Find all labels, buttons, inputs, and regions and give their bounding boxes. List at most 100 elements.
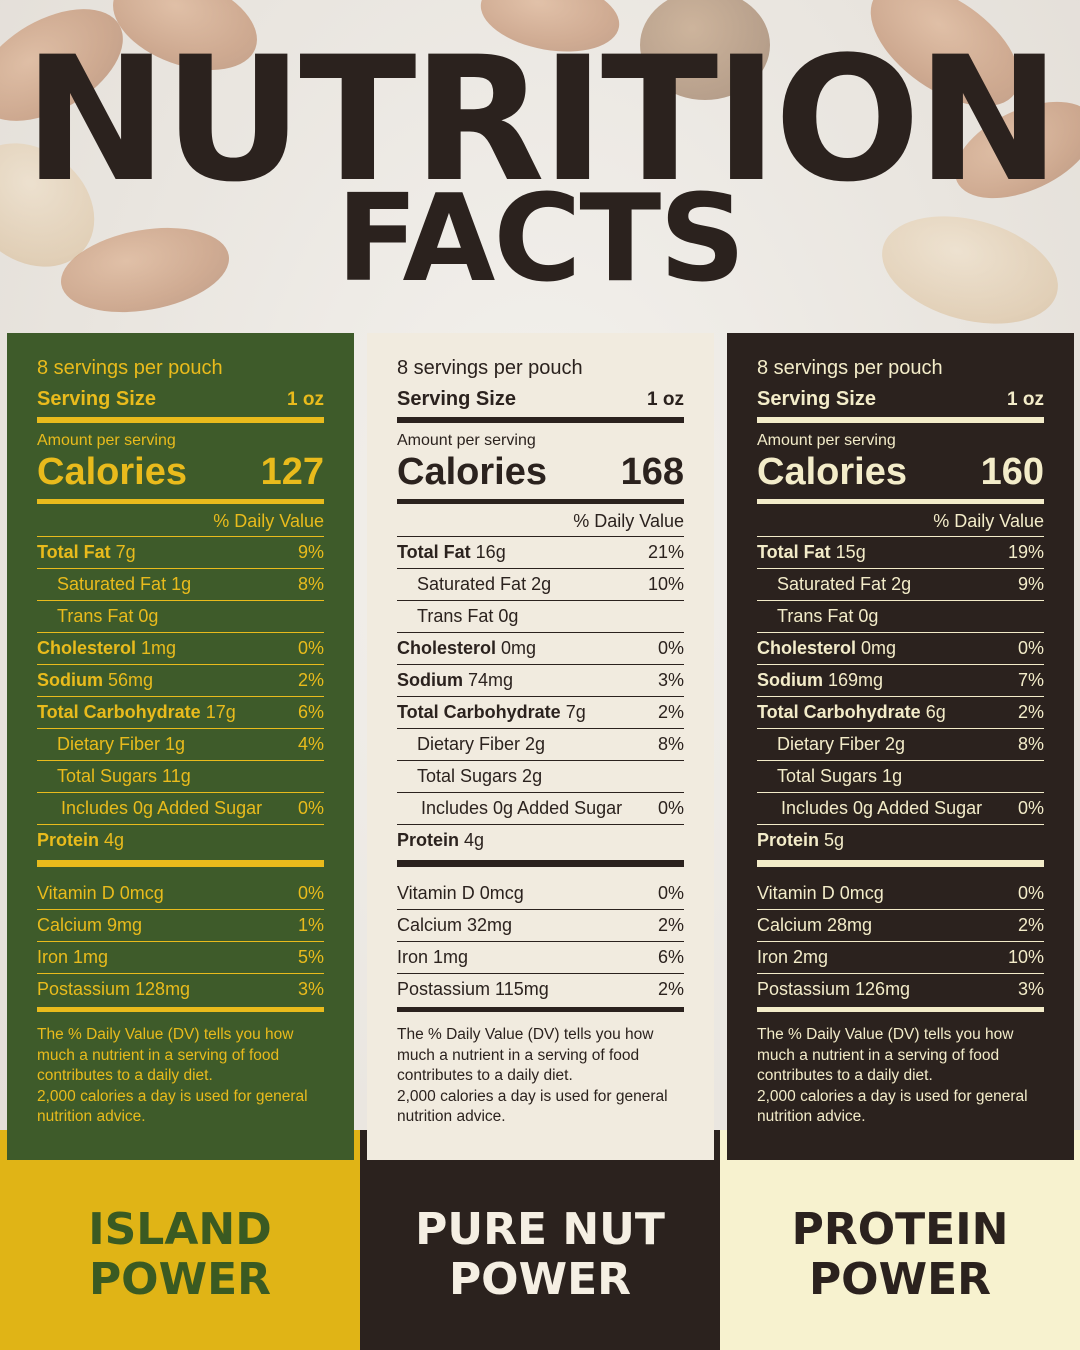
vitamin-row: Iron 1mg 6% bbox=[397, 941, 684, 973]
nutrient-amount: Dietary Fiber 1g bbox=[57, 734, 186, 754]
nutrient-daily-value: 0% bbox=[1017, 798, 1044, 818]
nutrient-name-bold: Total Fat bbox=[37, 542, 111, 562]
vitamin-row: Calcium 28mg 2% bbox=[757, 909, 1044, 941]
vitamin-name: Postassium 115mg bbox=[397, 979, 549, 999]
calories-row: Calories 127 bbox=[37, 451, 324, 493]
vitamin-name: Postassium 126mg bbox=[757, 979, 911, 999]
nutrient-name-bold: Cholesterol bbox=[37, 638, 137, 658]
medium-divider bbox=[757, 499, 1044, 504]
nutrient-amount: Includes 0g Added Sugar bbox=[421, 798, 623, 818]
vitamin-row: Iron 1mg 5% bbox=[37, 941, 324, 973]
product-name-protein: PROTEIN POWER bbox=[720, 1205, 1080, 1305]
nutrient-row: Total Carbohydrate 6g 2% bbox=[757, 696, 1044, 728]
vitamin-daily-value: 3% bbox=[1017, 979, 1044, 999]
product-name-line: POWER bbox=[808, 1254, 992, 1305]
thick-divider bbox=[757, 417, 1044, 423]
footnote-calories: 2,000 calories a day is used for general… bbox=[37, 1087, 308, 1126]
nutrient-amount: 4g bbox=[99, 830, 125, 850]
vitamin-row: Postassium 115mg 2% bbox=[397, 973, 684, 1005]
nutrient-row: Total Fat 16g 21% bbox=[397, 536, 684, 568]
label-body: 8 servings per pouch Serving Size 1 oz Amou… bbox=[37, 355, 324, 1128]
footnote-calories: 2,000 calories a day is used for general… bbox=[397, 1087, 668, 1126]
nutrient-name: Sodium 56mg bbox=[37, 670, 153, 691]
vitamin-daily-value: 1% bbox=[297, 915, 324, 935]
nutrient-name: Dietary Fiber 2g bbox=[757, 734, 905, 755]
band-pure-nut bbox=[360, 1130, 720, 1350]
nutrient-daily-value: 9% bbox=[297, 542, 324, 562]
nutrient-name: Dietary Fiber 1g bbox=[37, 734, 185, 755]
nutrient-name-bold: Total Fat bbox=[757, 542, 831, 562]
product-name-island: ISLAND POWER bbox=[0, 1205, 360, 1305]
nutrient-row: Sodium 74mg 3% bbox=[397, 664, 684, 696]
nutrient-row: Total Fat 7g 9% bbox=[37, 536, 324, 568]
nutrient-name: Includes 0g Added Sugar bbox=[757, 798, 982, 819]
vitamin-daily-value: 2% bbox=[657, 979, 684, 999]
nutrient-daily-value: 8% bbox=[657, 734, 684, 754]
vitamin-daily-value: 0% bbox=[297, 882, 324, 903]
nutrient-daily-value: 8% bbox=[297, 574, 324, 594]
nutrient-name: Trans Fat 0g bbox=[757, 606, 878, 627]
nutrient-daily-value: 2% bbox=[657, 702, 684, 722]
amount-per-serving: Amount per serving bbox=[397, 432, 536, 449]
nutrition-panel-island: 8 servings per pouch Serving Size 1 oz Amou… bbox=[7, 333, 354, 1160]
nutrient-name: Total Sugars 2g bbox=[397, 766, 542, 787]
nutrient-name: Dietary Fiber 2g bbox=[397, 734, 545, 755]
nutrient-name: Total Sugars 11g bbox=[37, 766, 191, 787]
nutrient-row: Total Sugars 11g bbox=[37, 760, 324, 792]
thick-divider bbox=[757, 860, 1044, 867]
nutrient-row: Cholesterol 0mg 0% bbox=[757, 632, 1044, 664]
daily-value-header: % Daily Value bbox=[573, 511, 684, 531]
vitamin-daily-value: 0% bbox=[1017, 882, 1044, 903]
nutrient-row: Saturated Fat 2g 10% bbox=[397, 568, 684, 600]
nutrient-amount: 1mg bbox=[136, 638, 177, 658]
nutrient-amount: 6g bbox=[920, 702, 946, 722]
nutrient-name-bold: Sodium bbox=[37, 670, 103, 690]
nutrient-row: Saturated Fat 1g 8% bbox=[37, 568, 324, 600]
nutrient-name-bold: Protein bbox=[757, 830, 820, 850]
nutrient-name: Sodium 169mg bbox=[757, 670, 883, 691]
nutrient-amount: 15g bbox=[830, 542, 866, 562]
nutrient-row: Total Sugars 1g bbox=[757, 760, 1044, 792]
nutrient-daily-value: 7% bbox=[1017, 670, 1044, 690]
vitamin-row: Vitamin D 0mcg 0% bbox=[757, 877, 1044, 909]
nutrient-name: Includes 0g Added Sugar bbox=[397, 798, 622, 819]
nutrient-row: Trans Fat 0g bbox=[397, 600, 684, 632]
nutrient-name: Saturated Fat 1g bbox=[37, 574, 191, 595]
product-name-pure-nut: PURE NUT POWER bbox=[360, 1205, 720, 1305]
nutrient-row: Total Carbohydrate 7g 2% bbox=[397, 696, 684, 728]
serving-size-value: 1 oz bbox=[287, 389, 324, 410]
vitamin-daily-value: 0% bbox=[657, 882, 684, 903]
vitamin-name: Iron 1mg bbox=[37, 947, 109, 967]
vitamin-name: Vitamin D 0mcg bbox=[757, 882, 884, 903]
nutrition-panel-protein: 8 servings per pouch Serving Size 1 oz Amou… bbox=[727, 333, 1074, 1160]
nutrient-name: Total Carbohydrate 6g bbox=[757, 702, 946, 723]
nutrient-row: Includes 0g Added Sugar 0% bbox=[37, 792, 324, 824]
nutrient-row: Protein 5g bbox=[757, 824, 1044, 856]
nutrition-panel-pure-nut: 8 servings per pouch Serving Size 1 oz Amou… bbox=[367, 333, 714, 1160]
nutrient-name-bold: Total Carbohydrate bbox=[397, 702, 561, 722]
nutrient-amount: 7g bbox=[560, 702, 586, 722]
nutrient-name-bold: Protein bbox=[37, 830, 100, 850]
nutrient-name: Total Sugars 1g bbox=[757, 766, 902, 787]
nutrient-amount: Trans Fat 0g bbox=[777, 606, 879, 626]
serving-size-row: Serving Size 1 oz bbox=[397, 381, 684, 411]
nutrient-amount: 56mg bbox=[103, 670, 154, 690]
nutrient-daily-value: 0% bbox=[297, 638, 324, 658]
serving-size-label: Serving Size bbox=[757, 388, 876, 410]
nutrient-row: Total Sugars 2g bbox=[397, 760, 684, 792]
footnote: The % Daily Value (DV) tells you how muc… bbox=[37, 1025, 324, 1128]
nutrient-amount: 17g bbox=[200, 702, 236, 722]
nutrient-name: Cholesterol 0mg bbox=[397, 638, 536, 659]
nutrient-amount: Dietary Fiber 2g bbox=[417, 734, 546, 754]
vitamin-name: Iron 1mg bbox=[397, 947, 469, 967]
nutrient-amount: Includes 0g Added Sugar bbox=[61, 798, 263, 818]
vitamin-name: Calcium 9mg bbox=[37, 915, 143, 935]
nutrient-daily-value: 9% bbox=[1017, 574, 1044, 594]
servings-per-pouch: 8 servings per pouch bbox=[397, 357, 583, 379]
vitamin-row: Vitamin D 0mcg 0% bbox=[37, 877, 324, 909]
thick-divider bbox=[37, 860, 324, 867]
band-island bbox=[0, 1130, 360, 1350]
nutrient-daily-value: 8% bbox=[1017, 734, 1044, 754]
nutrient-name: Saturated Fat 2g bbox=[757, 574, 911, 595]
thick-divider bbox=[397, 860, 684, 867]
